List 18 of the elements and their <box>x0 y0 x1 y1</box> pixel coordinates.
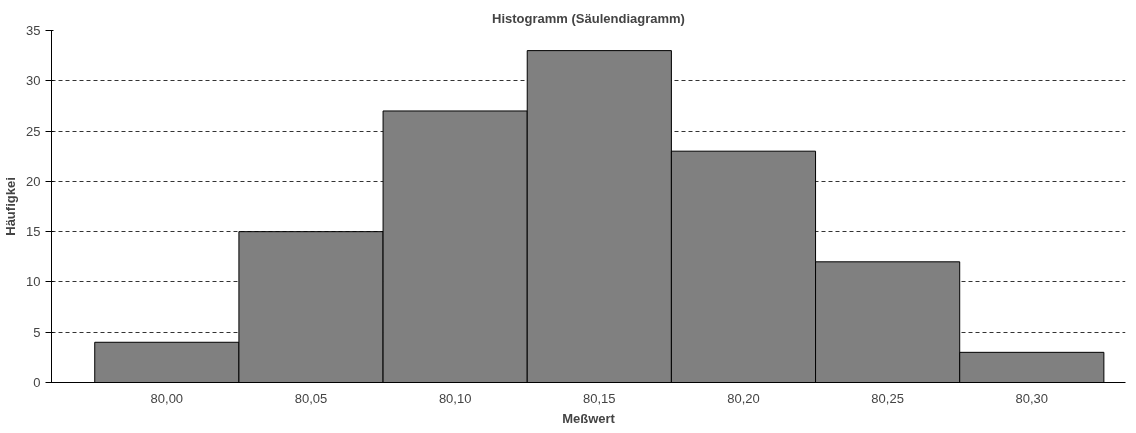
x-tick-label: 80,30 <box>1015 390 1049 406</box>
chart-title: Histogramm (Säulendiagramm) <box>492 10 685 26</box>
y-tick-label: 25 <box>26 123 41 139</box>
x-tick-label: 80,10 <box>438 390 472 406</box>
y-tick-label: 30 <box>26 73 41 89</box>
y-tick-label: 20 <box>26 173 41 189</box>
x-tick-label: 80,15 <box>583 390 616 406</box>
y-tick-label: 35 <box>26 23 41 38</box>
x-tick-label: 80,05 <box>294 390 328 406</box>
y-tick-label: 15 <box>26 224 41 240</box>
x-tick-label: 80,20 <box>727 390 760 406</box>
x-tick-label: 80,00 <box>150 390 184 406</box>
x-tick-label: 80,25 <box>871 390 904 406</box>
y-tick-label: 0 <box>33 375 41 390</box>
y-tick-label: 5 <box>33 324 41 340</box>
y-axis-title: Häufigkei <box>3 177 19 236</box>
y-tick-label: 10 <box>26 274 41 290</box>
x-axis-title: Meßwert <box>562 410 616 426</box>
